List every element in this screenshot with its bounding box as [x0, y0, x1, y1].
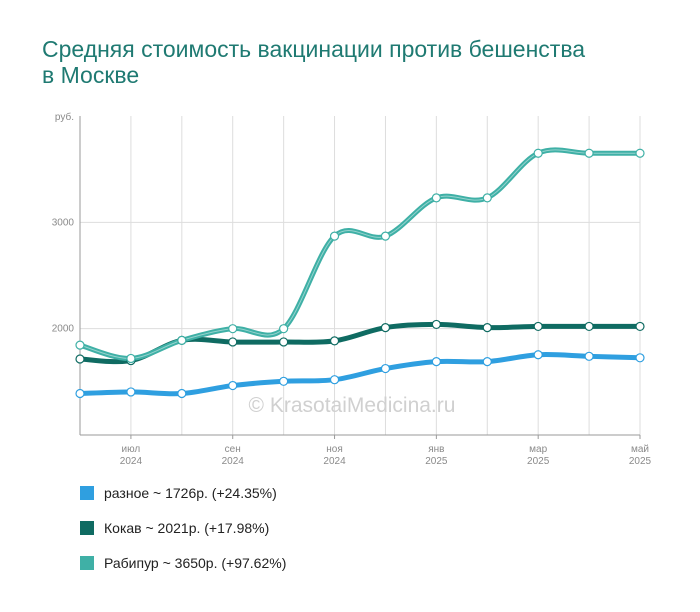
legend-item[interactable]: разное ~ 1726р. (+24.35%) — [80, 484, 286, 502]
x-tick-label-month: сен — [225, 444, 241, 455]
data-point — [228, 324, 238, 334]
legend-label: Кокав ~ 2021р. (+17.98%) — [104, 520, 270, 536]
x-tick-label-month: май — [631, 444, 649, 455]
legend-swatch — [80, 486, 94, 500]
legend: разное ~ 1726р. (+24.35%) Кокав ~ 2021р.… — [80, 484, 286, 589]
data-point — [228, 337, 238, 347]
data-point — [584, 148, 594, 158]
data-point — [635, 321, 645, 332]
data-point — [635, 353, 645, 363]
data-point — [75, 354, 85, 364]
legend-label: Рабипур ~ 3650р. (+97.62%) — [104, 555, 287, 571]
data-point — [75, 340, 85, 350]
x-tick-label-year: 2024 — [323, 456, 346, 467]
data-point — [482, 323, 492, 333]
x-tick-label-year: 2025 — [425, 456, 448, 467]
data-point — [279, 324, 289, 334]
x-tick-label-year: 2025 — [629, 456, 652, 467]
data-point — [431, 319, 441, 330]
data-point — [380, 231, 391, 241]
x-tick-label-year: 2024 — [222, 456, 245, 467]
x-tick-label-month: ноя — [326, 444, 343, 455]
legend-item[interactable]: Рабипур ~ 3650р. (+97.62%) — [80, 554, 286, 572]
data-point — [584, 351, 594, 361]
data-point — [329, 336, 340, 346]
legend-swatch — [80, 556, 94, 570]
x-tick-label-year: 2024 — [120, 456, 143, 467]
data-point — [533, 148, 543, 158]
data-point — [431, 193, 441, 203]
data-point — [126, 353, 136, 364]
series-points — [75, 148, 645, 399]
y-tick-label: 2000 — [52, 324, 75, 335]
data-point — [533, 350, 543, 360]
x-tick-label-month: мар — [529, 444, 547, 455]
x-tick-label-month: янв — [428, 444, 444, 455]
x-tick-label-month: июл — [122, 444, 141, 455]
y-tick-label: 3000 — [52, 217, 75, 228]
axes: 20003000руб.июл2024сен2024ноя2024янв2025… — [52, 111, 652, 467]
data-point — [380, 323, 391, 333]
legend-item[interactable]: Кокав ~ 2021р. (+17.98%) — [80, 519, 286, 537]
data-point — [126, 387, 136, 397]
data-point — [380, 363, 391, 374]
data-point — [75, 388, 85, 399]
data-point — [228, 380, 238, 391]
data-point — [584, 321, 594, 332]
data-point — [482, 193, 492, 203]
data-point — [635, 148, 645, 158]
data-point — [279, 376, 289, 386]
data-point — [177, 335, 187, 345]
legend-swatch — [80, 521, 94, 535]
data-point — [177, 388, 187, 399]
legend-label: разное ~ 1726р. (+24.35%) — [104, 485, 277, 501]
series-lines — [77, 147, 643, 397]
grid-lines — [79, 116, 641, 435]
watermark: © KrasotaiMedicina.ru — [249, 394, 456, 417]
data-point — [329, 375, 340, 385]
data-point — [431, 357, 441, 367]
y-axis-unit-label: руб. — [55, 111, 74, 123]
chart-title: Средняя стоимость вакцинации против беше… — [42, 36, 586, 88]
series-line-1 — [77, 352, 643, 397]
data-point — [329, 231, 340, 241]
data-point — [482, 357, 492, 367]
x-tick-label-year: 2025 — [527, 456, 550, 467]
data-point — [279, 337, 289, 347]
data-point — [533, 321, 543, 332]
